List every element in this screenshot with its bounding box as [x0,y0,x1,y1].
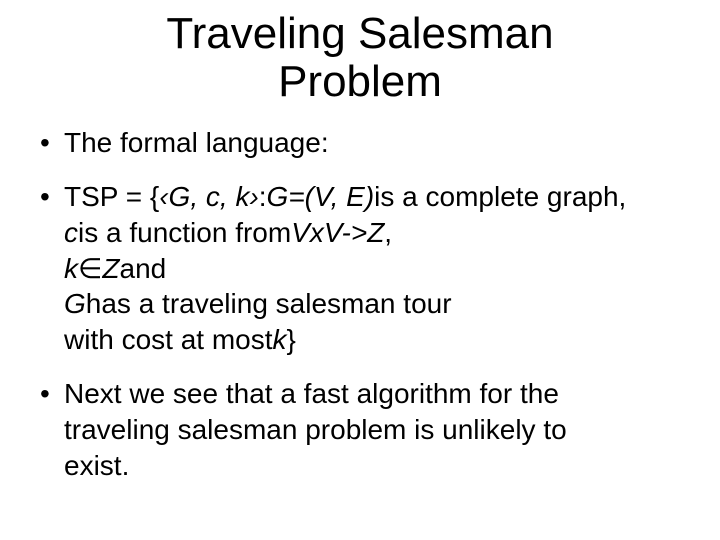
b3-line1: Next we see that a fast algorithm for th… [64,378,559,409]
bullet-1: The formal language: [36,125,684,161]
b2-withcost: with cost at most [64,322,273,358]
bullet-list: The formal language: TSP = { ‹G, c, k›: … [36,125,684,483]
b2-isfunc: is a function from [78,215,291,251]
b2-iscomplete: is a complete graph, [374,179,626,215]
b2-k2: k [273,322,287,358]
b2-has: has a traveling salesman tour [86,286,452,322]
b2-in: ∈ [78,251,102,287]
b2-tuple: ‹G, c, k› [159,179,259,215]
b2-k: k [64,251,78,287]
b2-Z: Z [102,251,119,287]
b2-c: c [64,215,78,251]
b3-line2: traveling salesman problem is unlikely t… [64,414,567,445]
bullet-2: TSP = { ‹G, c, k›: G=(V, E) is a complet… [36,179,684,358]
slide: Traveling Salesman Problem The formal la… [0,0,720,540]
b2-geq: G=(V, E) [267,179,375,215]
bullet-3: Next we see that a fast algorithm for th… [36,376,684,483]
b2-close: } [287,322,296,358]
title-line-2: Problem [278,57,442,106]
b2-and: and [120,251,167,287]
b2-prefix: TSP = { [64,179,159,215]
b2-G: G [64,286,86,322]
title-line-1: Traveling Salesman [166,9,553,58]
b3-line3: exist. [64,450,129,481]
b2-vxv: VxV->Z [291,215,384,251]
bullet-1-text: The formal language: [64,127,329,158]
slide-title: Traveling Salesman Problem [36,10,684,105]
b2-comma: , [384,215,392,251]
b2-colon: : [259,179,267,215]
